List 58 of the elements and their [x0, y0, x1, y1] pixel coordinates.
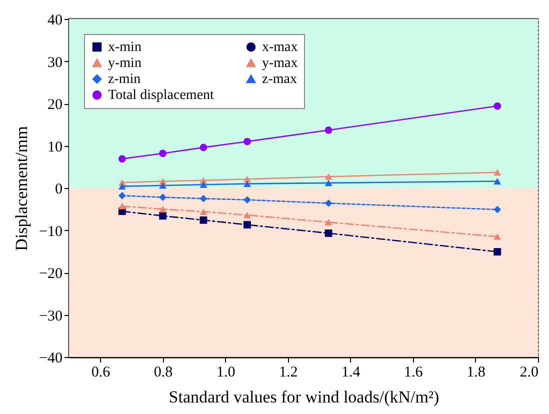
point [244, 176, 251, 182]
point [200, 181, 208, 188]
y-tick-label: −40 [39, 350, 62, 366]
point [159, 212, 167, 220]
y-tick-label: 40 [48, 12, 62, 28]
point [159, 182, 167, 189]
point [494, 233, 502, 240]
x-tick-label: 1.6 [404, 364, 424, 380]
point [118, 155, 126, 163]
point [200, 208, 208, 215]
point [159, 150, 167, 158]
point [244, 180, 251, 187]
legend-label: z-max [262, 72, 297, 87]
point [118, 183, 126, 190]
x-tick-label: 2.0 [520, 364, 538, 380]
point [494, 206, 502, 214]
point [200, 216, 208, 224]
point [494, 248, 502, 256]
point [159, 194, 167, 202]
legend-label: y-min [108, 56, 142, 71]
y-axis-title: Displacement/mm [12, 126, 32, 251]
x-tick-label: 1.2 [278, 364, 298, 380]
y-tick-label: 10 [48, 139, 62, 156]
point [324, 200, 332, 207]
y-tick-label: 30 [48, 54, 62, 71]
point [324, 230, 332, 237]
point [324, 219, 332, 226]
point [244, 138, 251, 146]
x-tick-label: 1.8 [466, 364, 486, 380]
point [324, 126, 332, 134]
point [244, 196, 251, 204]
legend-label: x-min [108, 40, 142, 55]
y-tick-label: 20 [48, 97, 62, 113]
x-tick-label: 1.4 [342, 364, 361, 380]
x-tick-label: 1.0 [216, 364, 236, 380]
point [494, 178, 502, 184]
y-tick-label: −10 [39, 224, 62, 240]
y-tick-label: −20 [39, 266, 62, 282]
x-tick-label: 0.6 [91, 364, 111, 380]
legend-label: y-max [262, 56, 298, 71]
point [118, 192, 126, 200]
point [244, 212, 251, 218]
point [324, 180, 332, 186]
legend-label: x-max [262, 40, 298, 55]
point [118, 202, 126, 210]
y-tick-label: 0 [55, 182, 62, 198]
x-tick-label: 0.8 [154, 364, 173, 380]
point [494, 102, 502, 110]
x-axis-title: Standard values for wind loads/(kN/m²) [168, 388, 440, 406]
point [200, 194, 208, 202]
point [200, 144, 208, 152]
point [494, 169, 502, 176]
y-tick-label: −30 [39, 308, 62, 324]
legend-label: Total displacement [108, 88, 214, 103]
legend-label: z-min [108, 72, 141, 87]
point [244, 221, 251, 228]
point [324, 173, 332, 180]
point [159, 206, 167, 212]
